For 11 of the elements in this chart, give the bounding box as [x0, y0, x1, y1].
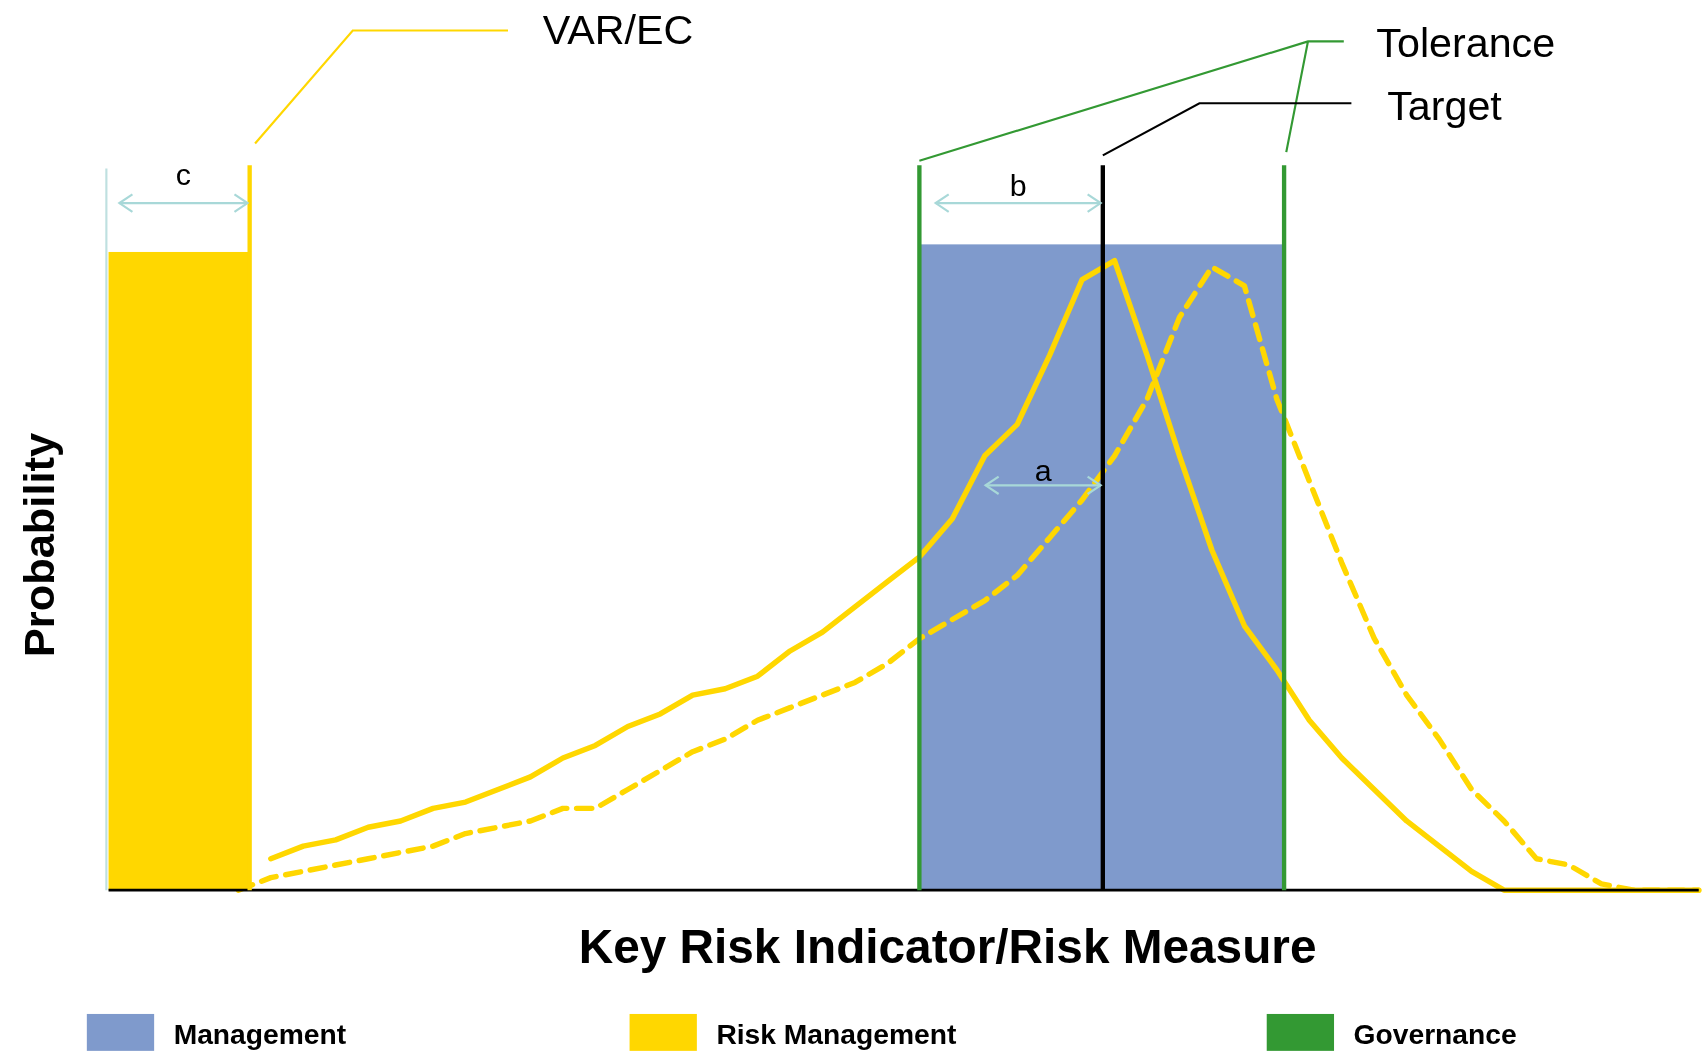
annotation: a — [1034, 453, 1052, 487]
text: Governance — [1353, 1018, 1517, 1051]
text: c — [175, 156, 192, 191]
text: Management — [173, 1018, 347, 1051]
text: Target — [1387, 82, 1503, 129]
text: Tolerance — [1376, 19, 1556, 66]
text: VAR/EC — [542, 6, 694, 53]
y-axis-title: Probability — [15, 432, 64, 658]
text: b — [1009, 167, 1027, 202]
text: Risk Management — [716, 1018, 957, 1051]
x-axis-title: Key Risk Indicator/Risk Measure — [578, 919, 1317, 973]
